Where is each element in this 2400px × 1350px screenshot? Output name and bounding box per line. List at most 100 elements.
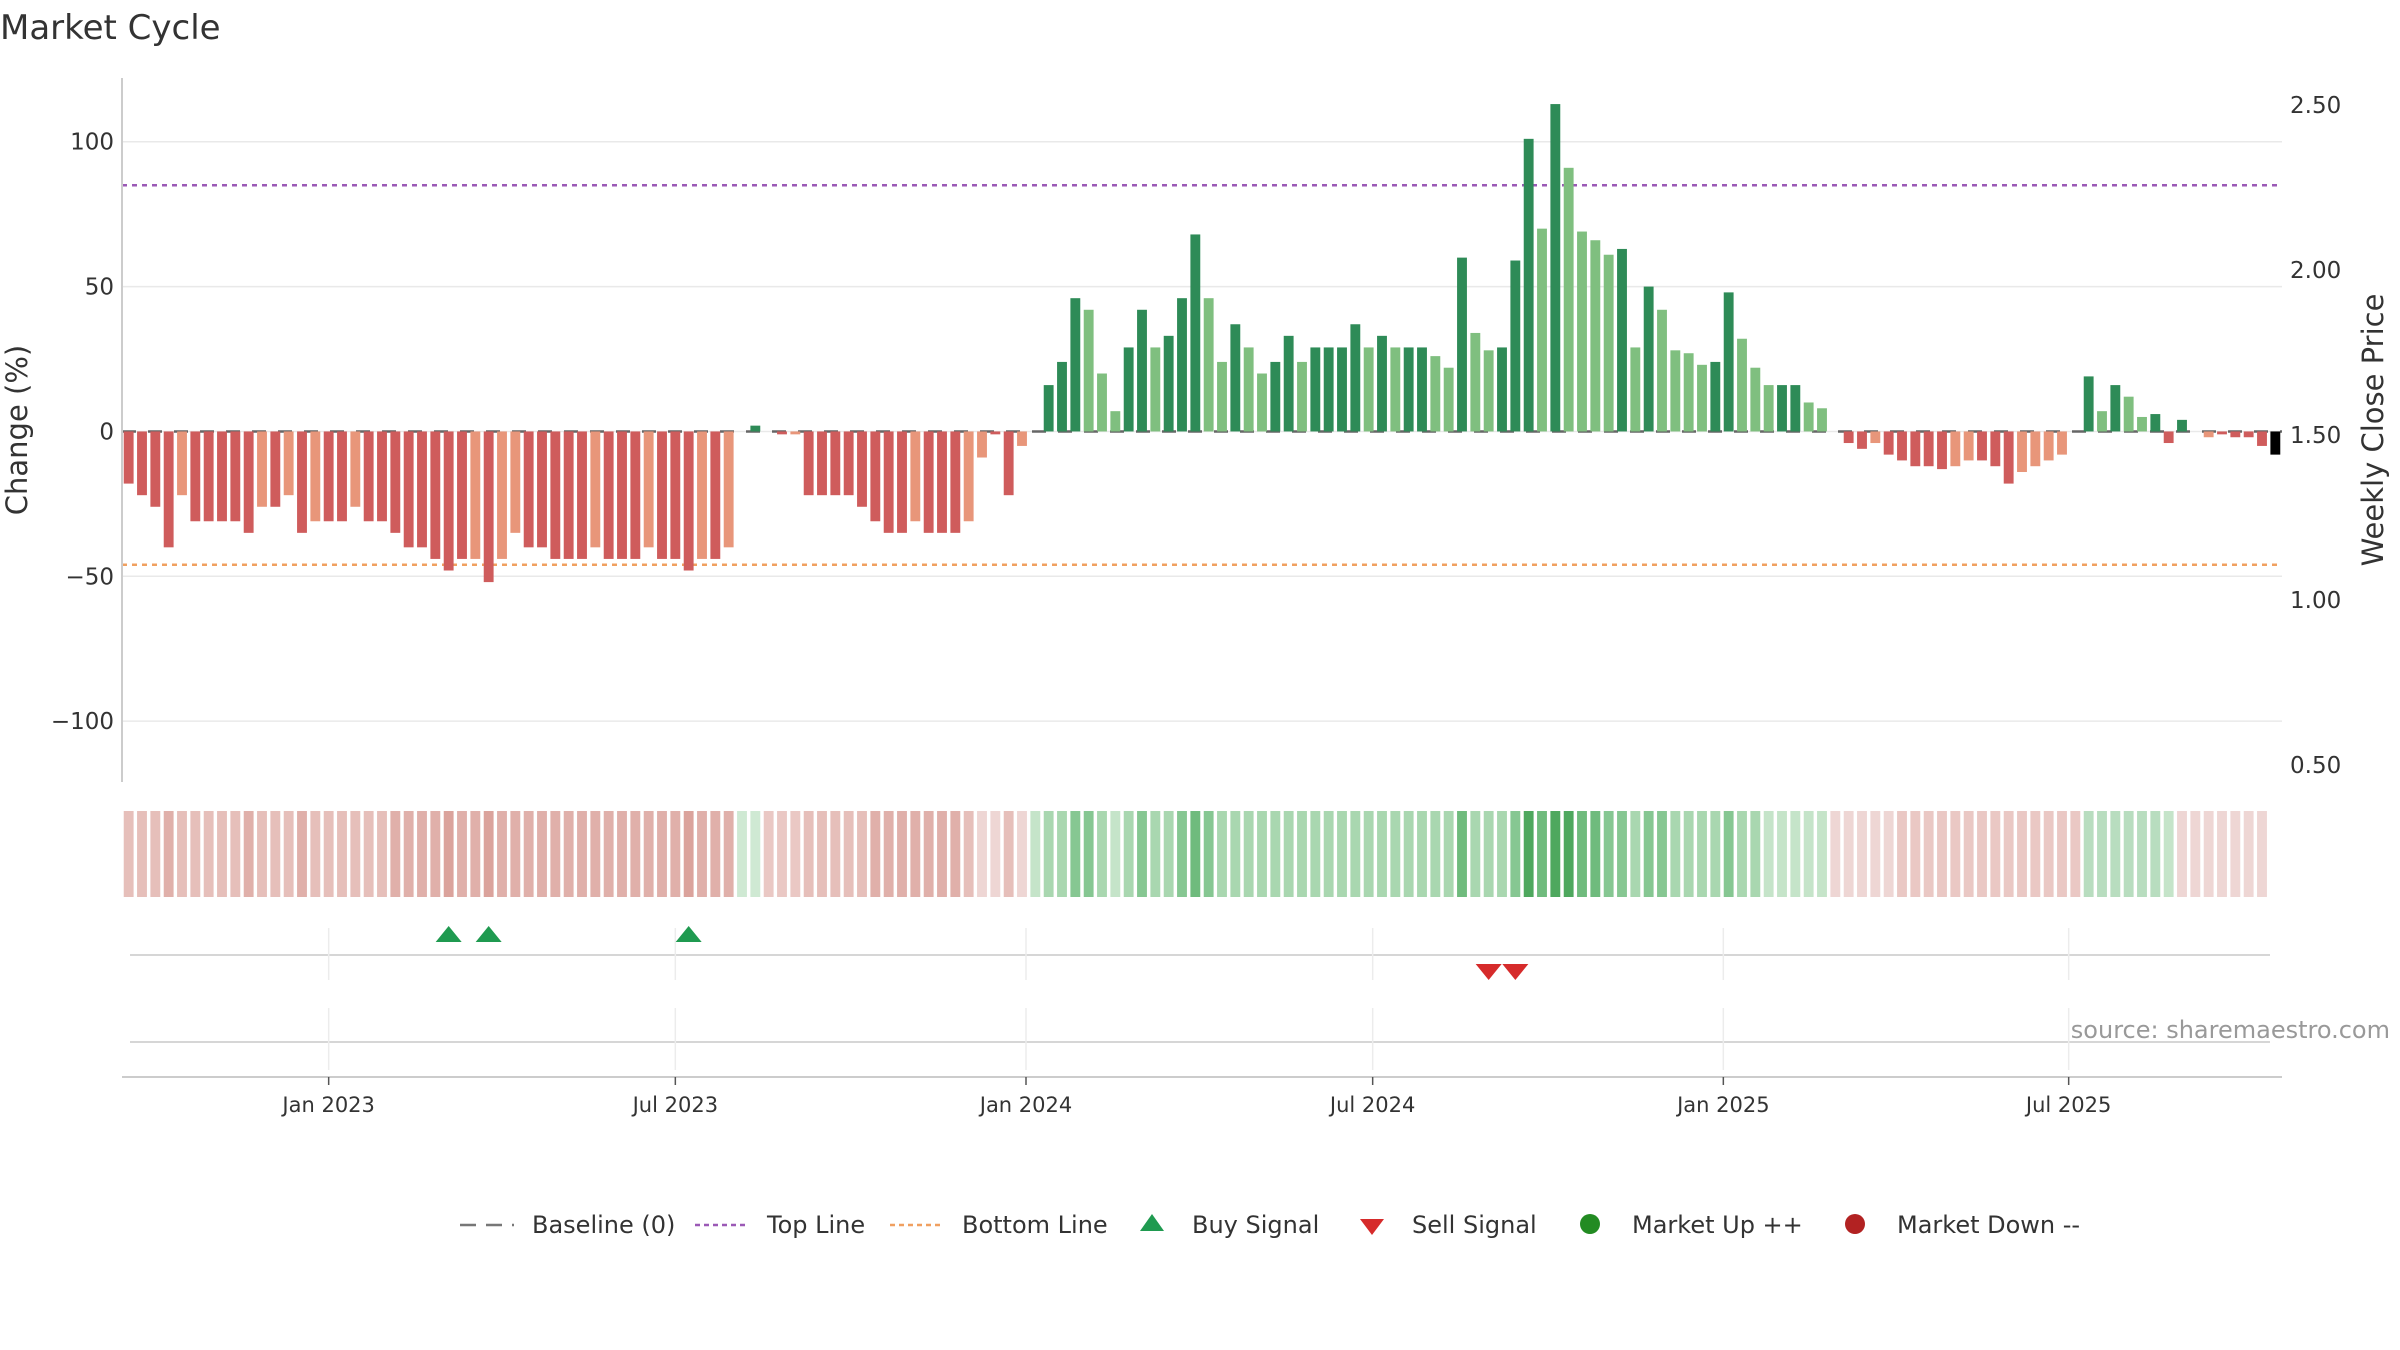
heat-cell	[1110, 811, 1121, 897]
heat-cell	[1843, 811, 1854, 897]
legend-label: Sell Signal	[1412, 1211, 1537, 1239]
change-bar	[937, 431, 947, 533]
heat-cell	[1617, 811, 1627, 897]
heat-cell	[1563, 811, 1574, 897]
heat-cell	[2177, 811, 2187, 897]
change-bar	[617, 431, 627, 559]
buy-signal-marker	[435, 926, 462, 942]
change-bar	[2030, 431, 2041, 467]
change-bar	[483, 431, 494, 583]
change-bar	[243, 431, 254, 533]
change-bar	[1323, 347, 1334, 432]
change-bar	[323, 431, 334, 522]
change-bar	[750, 425, 761, 432]
change-bar	[2203, 431, 2214, 438]
heat-cell	[990, 811, 1001, 897]
change-bar	[430, 431, 441, 559]
change-bars	[123, 104, 2281, 583]
heat-cell	[1763, 811, 1774, 897]
change-bar	[1043, 385, 1054, 432]
change-bar	[1443, 367, 1454, 432]
change-bar	[163, 431, 174, 548]
heat-cell	[483, 811, 494, 897]
change-bar	[1723, 292, 1734, 432]
heat-cell	[2123, 811, 2134, 897]
y-axis-title: Change (%)	[0, 345, 34, 515]
change-bar	[2150, 414, 2161, 432]
change-bar	[1697, 364, 1707, 432]
change-bar	[2123, 396, 2134, 432]
change-bar	[643, 431, 654, 548]
heat-cell	[1310, 811, 1321, 897]
change-bar	[1270, 361, 1281, 432]
x-tick-label: Jan 2025	[1675, 1093, 1770, 1117]
heat-cell	[1550, 811, 1561, 897]
y2-tick-label: 0.50	[2290, 753, 2341, 779]
change-bar	[2083, 376, 2094, 432]
heat-cell	[923, 811, 934, 897]
heat-cell	[2110, 811, 2121, 897]
heat-cell	[1790, 811, 1801, 897]
change-bar	[377, 431, 387, 522]
heat-cell	[137, 811, 147, 897]
heat-cell	[1990, 811, 2001, 897]
change-bar	[1603, 254, 1614, 432]
change-bar	[963, 431, 974, 522]
change-bar	[1817, 408, 1827, 432]
change-bar	[897, 431, 907, 533]
change-bar	[1297, 361, 1307, 432]
change-bar	[1537, 228, 1547, 432]
heat-cell	[1217, 811, 1227, 897]
y-tick-label: −50	[65, 564, 114, 590]
change-bar	[563, 431, 574, 559]
change-bar	[1337, 347, 1347, 432]
heat-cell	[1003, 811, 1014, 897]
change-bar	[510, 431, 521, 533]
change-bar	[417, 431, 427, 548]
heat-cell	[870, 811, 881, 897]
heat-cell	[1417, 811, 1427, 897]
heat-cell	[2203, 811, 2214, 897]
change-bar	[1577, 231, 1587, 432]
heat-cell	[2217, 811, 2227, 897]
legend-item: Baseline (0)	[460, 1211, 675, 1239]
change-bar	[497, 431, 507, 559]
heat-cell	[670, 811, 681, 897]
legend-label: Market Up ++	[1632, 1211, 1803, 1239]
change-bar	[443, 431, 454, 571]
heat-cell	[1470, 811, 1481, 897]
change-bar	[777, 431, 787, 435]
heat-cell	[1603, 811, 1614, 897]
change-bar	[230, 431, 241, 522]
heat-cell	[2017, 811, 2027, 897]
heat-cell	[657, 811, 667, 897]
legend-buy-icon	[1140, 1214, 1164, 1231]
change-bar	[1630, 347, 1641, 432]
y-tick-label: −100	[51, 709, 114, 735]
heat-cell	[363, 811, 374, 897]
heat-cell	[750, 811, 761, 897]
heat-cell	[2030, 811, 2041, 897]
heat-cell	[1350, 811, 1361, 897]
heat-cell	[1857, 811, 1867, 897]
legend-item: Market Down --	[1845, 1211, 2080, 1239]
change-bar	[1790, 385, 1801, 432]
y-tick-label: 50	[85, 275, 114, 301]
heat-cell	[150, 811, 161, 897]
change-bar	[310, 431, 321, 522]
change-bar	[2097, 411, 2107, 432]
heat-cell	[1457, 811, 1467, 897]
change-bar	[1430, 356, 1441, 432]
change-bar	[2163, 431, 2174, 444]
heat-cell	[897, 811, 907, 897]
heat-cell	[937, 811, 947, 897]
change-bar	[2270, 431, 2281, 455]
heat-cell	[1243, 811, 1254, 897]
change-bar	[657, 431, 667, 559]
change-bar	[1763, 385, 1774, 432]
source-note: source: sharemaestro.com	[2071, 1016, 2390, 1044]
heat-cell	[377, 811, 387, 897]
heat-cell	[830, 811, 841, 897]
heat-cell	[1657, 811, 1667, 897]
heat-cell	[950, 811, 961, 897]
